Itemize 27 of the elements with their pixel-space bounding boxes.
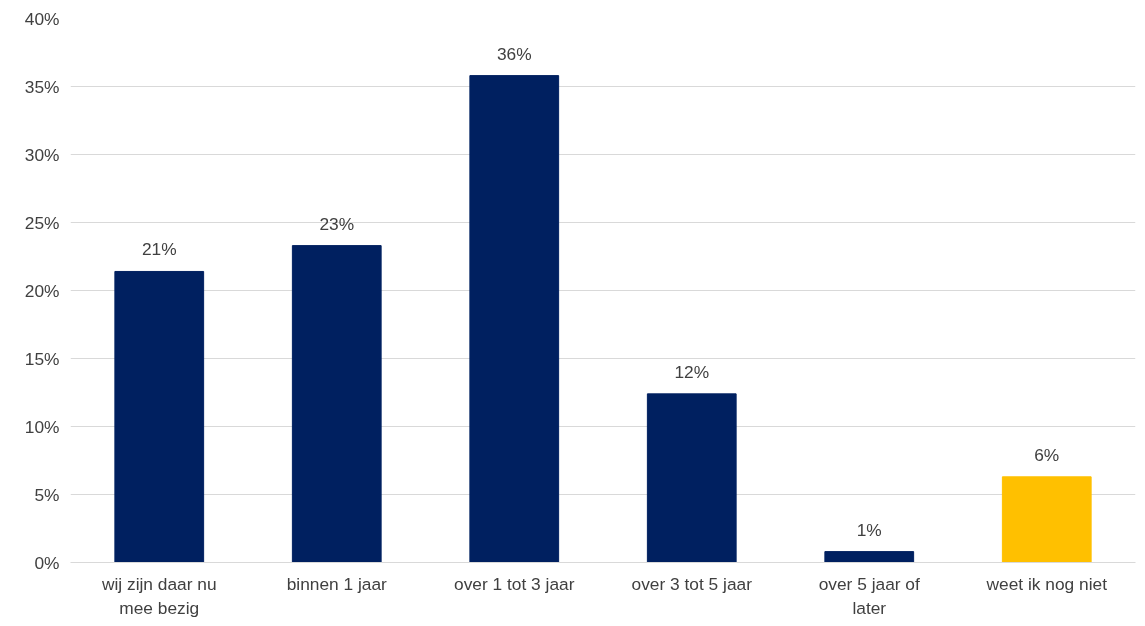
y-tick-label: 25%: [24, 212, 60, 233]
bar: [1001, 476, 1092, 563]
data-label: 12%: [674, 361, 710, 382]
bar: [646, 393, 737, 563]
y-tick-label: 35%: [24, 76, 60, 97]
bar: [114, 270, 205, 563]
data-label: 23%: [319, 213, 355, 234]
y-tick-label: 20%: [24, 280, 60, 301]
x-tick-label: binnen 1 jaar: [286, 573, 388, 594]
y-tick-label: 5%: [34, 484, 60, 505]
x-tick-label: over 5 jaar of later: [818, 573, 920, 618]
x-tick-label: weet ik nog niet: [985, 573, 1108, 594]
y-tick-label: 15%: [24, 348, 60, 369]
bar: [469, 75, 560, 563]
y-tick-label: 30%: [24, 144, 60, 165]
y-tick-label: 10%: [24, 416, 60, 437]
data-label: 36%: [496, 43, 532, 64]
x-tick-label: wij zijn daar nu mee bezig: [100, 573, 217, 618]
data-label: 21%: [141, 239, 177, 260]
y-tick-label: 40%: [24, 8, 60, 29]
bar: [824, 551, 915, 563]
data-label: 6%: [1034, 444, 1060, 465]
data-label: 1%: [856, 519, 882, 540]
y-tick-label: 0%: [34, 552, 60, 573]
bar: [291, 245, 382, 563]
x-tick-label: over 1 tot 3 jaar: [454, 573, 575, 594]
x-tick-label: over 3 tot 5 jaar: [631, 573, 753, 594]
